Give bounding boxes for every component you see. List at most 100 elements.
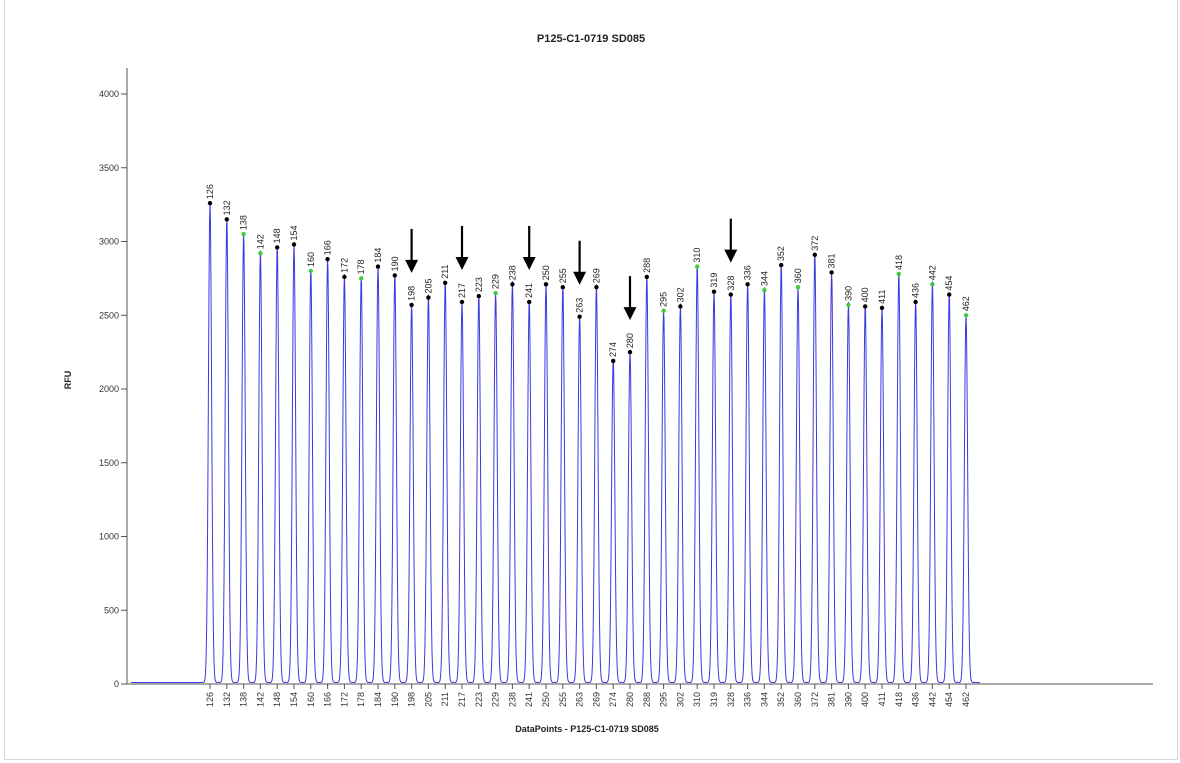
plot-background: [127, 68, 1153, 684]
x-tick-label-269: 269: [591, 692, 601, 707]
down-arrow-328: [724, 218, 738, 263]
peak-marker-198: [409, 302, 414, 308]
x-tick-label-295: 295: [659, 692, 669, 707]
peak-marker-295: [661, 308, 666, 314]
x-tick-label-360: 360: [793, 692, 803, 707]
peak-marker-360: [795, 285, 801, 290]
peak-label-229: 229: [491, 274, 501, 289]
y-axis-title: RFU: [63, 371, 73, 390]
x-tick-label-142: 142: [255, 692, 265, 707]
peak-marker-142: [258, 251, 263, 256]
peak-label-328: 328: [726, 276, 736, 291]
peak-marker-372: [812, 252, 817, 257]
peak-label-198: 198: [407, 286, 417, 301]
x-tick-label-229: 229: [491, 692, 501, 707]
x-tick-label-223: 223: [474, 692, 484, 707]
peak-label-336: 336: [743, 265, 753, 280]
peak-marker-288: [644, 274, 649, 280]
chart-title: P125-C1-0719 SD085: [537, 33, 645, 45]
x-tick-label-302: 302: [675, 692, 685, 707]
peak-label-126: 126: [205, 184, 215, 199]
x-tick-label-442: 442: [927, 692, 937, 707]
x-tick-label-418: 418: [894, 692, 904, 707]
peak-label-372: 372: [810, 236, 820, 251]
down-arrow-241: [522, 225, 536, 270]
x-tick-label-462: 462: [961, 692, 971, 707]
peak-marker-229: [493, 290, 498, 296]
peak-marker-205: [426, 295, 431, 300]
peak-marker-400: [863, 304, 868, 309]
peak-marker-328: [728, 292, 733, 297]
peak-marker-390: [846, 302, 851, 308]
x-tick-label-454: 454: [944, 692, 954, 707]
x-tick-label-205: 205: [423, 692, 433, 707]
down-arrow-217: [455, 225, 469, 270]
x-tick-label-352: 352: [776, 692, 786, 707]
peak-label-166: 166: [323, 240, 333, 255]
peak-marker-280: [627, 349, 633, 355]
y-tick-label: 1500: [99, 458, 119, 468]
peak-marker-223: [476, 293, 481, 299]
peak-label-288: 288: [642, 258, 652, 273]
peak-label-454: 454: [944, 276, 954, 291]
down-arrow-263: [573, 240, 587, 285]
peak-label-418: 418: [894, 255, 904, 270]
peak-marker-436: [913, 299, 918, 305]
x-tick-label-336: 336: [743, 692, 753, 707]
peak-marker-211: [443, 280, 448, 285]
peak-marker-166: [325, 257, 330, 262]
x-tick-label-310: 310: [692, 692, 702, 707]
x-tick-label-241: 241: [524, 692, 534, 707]
peak-label-319: 319: [709, 273, 719, 288]
x-tick-label-132: 132: [222, 692, 232, 707]
peak-label-223: 223: [474, 277, 484, 292]
peak-marker-274: [611, 358, 616, 364]
x-tick-label-138: 138: [239, 692, 249, 707]
x-tick-label-148: 148: [272, 692, 282, 707]
x-tick-label-166: 166: [323, 692, 333, 707]
peak-marker-154: [291, 242, 297, 247]
x-tick-label-280: 280: [625, 692, 635, 707]
peak-label-178: 178: [356, 259, 366, 274]
peak-label-352: 352: [776, 246, 786, 261]
peak-label-211: 211: [440, 264, 450, 278]
peak-marker-217: [459, 299, 465, 305]
peak-marker-344: [762, 287, 767, 293]
y-tick-label: 2500: [99, 310, 119, 320]
peak-marker-132: [224, 217, 229, 222]
x-tick-label-178: 178: [356, 692, 366, 707]
peak-marker-381: [829, 270, 834, 275]
peak-label-238: 238: [507, 265, 517, 280]
peak-label-250: 250: [541, 265, 551, 280]
x-tick-label-372: 372: [810, 692, 820, 707]
peak-marker-310: [695, 264, 700, 269]
peak-marker-462: [963, 313, 969, 318]
peak-label-160: 160: [306, 252, 316, 267]
peak-label-295: 295: [659, 292, 669, 307]
peak-label-310: 310: [692, 248, 702, 263]
x-tick-label-274: 274: [608, 692, 618, 707]
peak-label-302: 302: [675, 287, 685, 302]
peak-label-344: 344: [759, 271, 769, 286]
x-tick-label-288: 288: [642, 692, 652, 707]
chart-frame: P125-C1-0719 SD085 RFU DataPoints - P125…: [4, 0, 1178, 760]
x-tick-label-172: 172: [339, 692, 349, 707]
peak-marker-263: [577, 314, 582, 319]
down-arrow-198: [405, 228, 419, 273]
peak-marker-138: [241, 231, 246, 237]
peak-marker-160: [308, 268, 313, 274]
peak-marker-178: [359, 276, 364, 281]
x-tick-label-126: 126: [205, 692, 215, 707]
peak-marker-184: [375, 264, 381, 269]
peak-label-172: 172: [339, 258, 349, 273]
peak-label-142: 142: [255, 234, 265, 249]
x-tick-label-160: 160: [306, 692, 316, 707]
peak-label-269: 269: [591, 268, 601, 283]
peak-label-184: 184: [373, 248, 383, 263]
x-tick-label-319: 319: [709, 692, 719, 707]
x-tick-label-390: 390: [843, 692, 853, 707]
peak-marker-255: [560, 285, 565, 290]
x-tick-label-263: 263: [575, 692, 585, 707]
x-tick-label-238: 238: [507, 692, 517, 707]
peak-marker-250: [543, 282, 549, 287]
